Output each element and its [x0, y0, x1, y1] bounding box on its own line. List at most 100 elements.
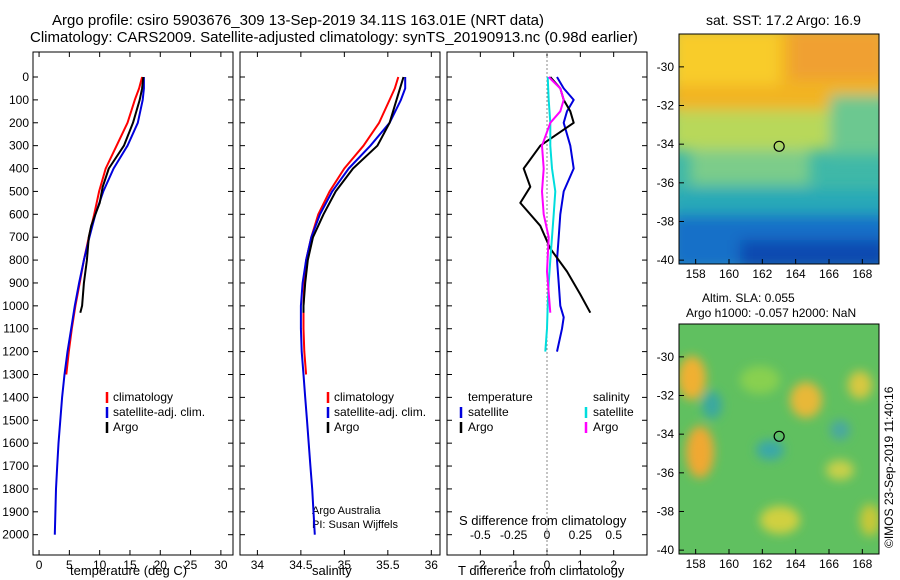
s-tick-label: -0.25	[500, 528, 528, 542]
diff-legend-sal-argo: Argo	[593, 420, 619, 434]
y-tick-label: 1200	[2, 345, 29, 359]
diff-legend-sal-title: salinity	[593, 390, 630, 404]
x-tick-label: 35	[338, 558, 352, 572]
map-x-tick-label: 168	[852, 267, 872, 281]
y-tick-label: 1900	[2, 505, 29, 519]
x-tick-label: 15	[123, 558, 137, 572]
credit-line-1: Argo Australia	[312, 505, 381, 517]
s-tick-label: -0.5	[470, 528, 491, 542]
x-tick-label: 1	[577, 558, 584, 572]
map-y-tick-label: -38	[657, 214, 675, 228]
map-x-tick-label: 158	[686, 557, 706, 571]
sla-map-frame	[678, 323, 880, 555]
series-difference-t-satellite	[556, 76, 575, 352]
temperature-panel-frame	[32, 51, 234, 556]
map-y-tick-label: -38	[657, 504, 675, 518]
y-tick-label: 500	[9, 184, 29, 198]
map-x-tick-label: 162	[752, 267, 772, 281]
diff-legend-temp-title: temperature	[468, 390, 533, 404]
y-tick-label: 900	[9, 276, 29, 290]
series-salinity-climatology	[302, 76, 400, 375]
map-x-tick-label: 164	[786, 267, 806, 281]
y-tick-label: 1700	[2, 459, 29, 473]
diff-legend-temp-satellite: satellite	[468, 405, 509, 419]
y-tick-label: 400	[9, 162, 29, 176]
series-temperature-climatology	[65, 76, 144, 375]
salinity-panel-frame	[239, 51, 441, 556]
map-y-tick-label: -30	[657, 60, 675, 74]
y-tick-label: 300	[9, 139, 29, 153]
y-tick-label: 200	[9, 116, 29, 130]
map-y-tick-label: -34	[657, 427, 675, 441]
y-tick-label: 1500	[2, 413, 29, 427]
sst-map-field	[679, 34, 879, 264]
x-tick-label: 35.5	[376, 558, 400, 572]
y-tick-label: 1000	[2, 299, 29, 313]
y-tick-label: 0	[22, 70, 29, 84]
series-salinity-argo	[302, 76, 405, 313]
map-x-tick-label: 162	[752, 557, 772, 571]
x-tick-label: 34.5	[289, 558, 313, 572]
y-tick-label: 600	[9, 207, 29, 221]
tdiff-xlabel: T difference from climatology	[458, 563, 625, 578]
x-tick-label: 34	[251, 558, 265, 572]
map-y-tick-label: -30	[657, 350, 675, 364]
s-tick-label: 0	[544, 528, 551, 542]
sal-legend-satellite: satellite-adj. clim.	[334, 405, 427, 419]
temperature-xlabel: temperature (deg C)	[70, 563, 188, 578]
x-tick-label: 2	[610, 558, 617, 572]
sla-map-field	[679, 324, 879, 554]
y-tick-label: 800	[9, 253, 29, 267]
x-tick-label: 10	[93, 558, 107, 572]
map-x-tick-label: 164	[786, 557, 806, 571]
sst-map-frame	[678, 33, 880, 265]
y-tick-label: 100	[9, 93, 29, 107]
credit-line-2: PI: Susan Wijffels	[312, 519, 398, 531]
sal-legend-climatology: climatology	[334, 390, 395, 404]
x-tick-label: 36	[425, 558, 439, 572]
map-y-tick-label: -32	[657, 389, 675, 403]
map-y-tick-label: -32	[657, 99, 675, 113]
map-x-tick-label: 158	[686, 267, 706, 281]
map-x-tick-label: 166	[819, 267, 839, 281]
sal-legend-argo: Argo	[334, 420, 360, 434]
map-x-tick-label: 168	[852, 557, 872, 571]
sla-map-title: Altim. SLA: 0.055	[702, 291, 795, 305]
temp-legend-climatology: climatology	[113, 390, 174, 404]
map-y-tick-label: -40	[657, 543, 675, 557]
series-temperature-satellite-adj-clim-	[53, 77, 145, 535]
x-tick-label: 30	[214, 558, 228, 572]
title-line-2: Climatology: CARS2009. Satellite-adjuste…	[30, 29, 638, 46]
x-tick-label: 0	[544, 558, 551, 572]
x-tick-label: -2	[475, 558, 486, 572]
x-tick-label: 5	[66, 558, 73, 572]
argo-position-marker	[773, 140, 785, 152]
x-tick-label: -1	[508, 558, 519, 572]
title-line-1: Argo profile: csiro 5903676_309 13-Sep-2…	[52, 12, 544, 29]
series-salinity-satellite-adj-clim-	[299, 77, 407, 535]
diff-legend-sal-satellite: satellite	[593, 405, 634, 419]
series-difference-s-argo	[541, 76, 565, 313]
series-temperature-argo	[79, 76, 145, 313]
sdiff-xlabel: S difference from climatology	[459, 513, 627, 528]
s-tick-label: 0.5	[605, 528, 622, 542]
series-difference-t-argo	[519, 76, 592, 314]
x-tick-label: 0	[36, 558, 43, 572]
diff-legend-temp-argo: Argo	[468, 420, 494, 434]
y-tick-label: 700	[9, 230, 29, 244]
map-y-tick-label: -36	[657, 466, 675, 480]
sst-map-title: sat. SST: 17.2 Argo: 16.9	[706, 12, 861, 28]
temp-legend-satellite: satellite-adj. clim.	[113, 405, 206, 419]
y-tick-label: 2000	[2, 528, 29, 542]
y-tick-label: 1400	[2, 390, 29, 404]
salinity-xlabel: salinity	[312, 563, 352, 578]
map-x-tick-label: 160	[719, 557, 739, 571]
map-y-tick-label: -34	[657, 137, 675, 151]
x-tick-label: 25	[184, 558, 198, 572]
y-tick-label: 1300	[2, 368, 29, 382]
temp-legend-argo: Argo	[113, 420, 139, 434]
argo-position-marker	[773, 430, 785, 442]
map-y-tick-label: -36	[657, 176, 675, 190]
y-tick-label: 1800	[2, 482, 29, 496]
